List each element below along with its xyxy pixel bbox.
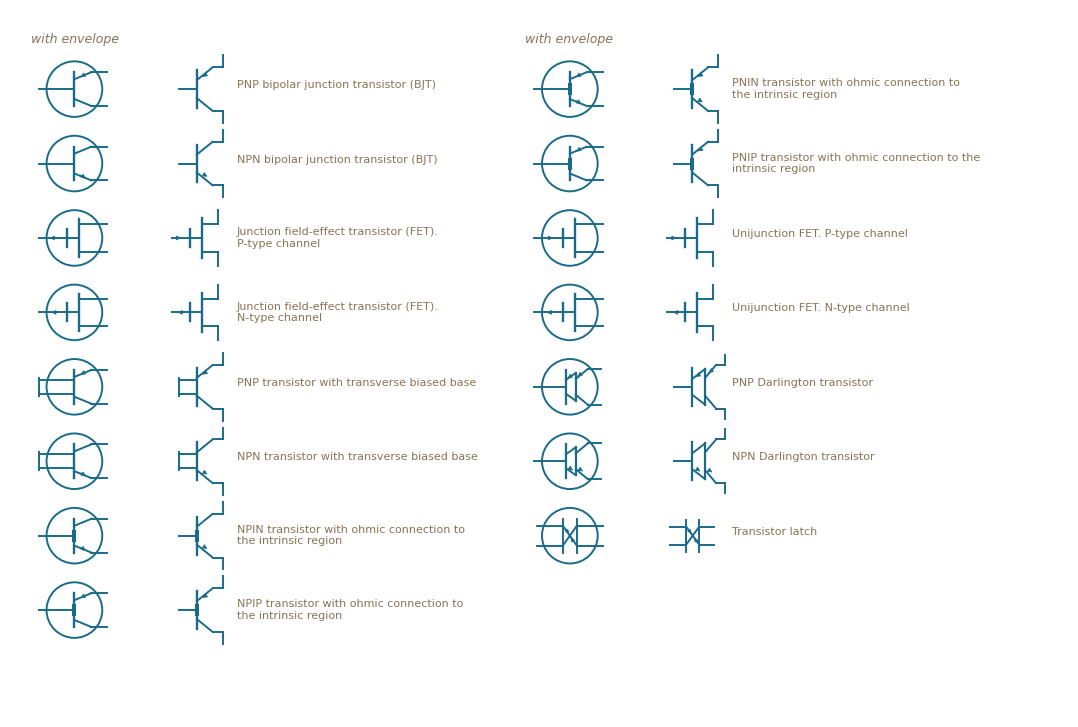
- Text: Unijunction FET. N-type channel: Unijunction FET. N-type channel: [732, 303, 910, 313]
- Text: PNP Darlington transistor: PNP Darlington transistor: [732, 378, 873, 387]
- Text: NPN transistor with transverse biased base: NPN transistor with transverse biased ba…: [236, 452, 478, 462]
- Text: Unijunction FET. P-type channel: Unijunction FET. P-type channel: [732, 229, 908, 239]
- Text: NPIP transistor with ohmic connection to
the intrinsic region: NPIP transistor with ohmic connection to…: [236, 599, 462, 621]
- Text: Junction field-effect transistor (FET).
N-type channel: Junction field-effect transistor (FET). …: [236, 302, 439, 324]
- Text: PNP bipolar junction transistor (BJT): PNP bipolar junction transistor (BJT): [236, 80, 436, 90]
- Text: Junction field-effect transistor (FET).
P-type channel: Junction field-effect transistor (FET). …: [236, 227, 439, 249]
- Text: PNP transistor with transverse biased base: PNP transistor with transverse biased ba…: [236, 378, 475, 387]
- Text: PNIP transistor with ohmic connection to the
intrinsic region: PNIP transistor with ohmic connection to…: [732, 153, 980, 174]
- Text: NPN bipolar junction transistor (BJT): NPN bipolar junction transistor (BJT): [236, 155, 438, 164]
- Text: with envelope: with envelope: [525, 33, 613, 46]
- Text: NPN Darlington transistor: NPN Darlington transistor: [732, 452, 874, 462]
- Text: with envelope: with envelope: [30, 33, 119, 46]
- Text: NPIN transistor with ohmic connection to
the intrinsic region: NPIN transistor with ohmic connection to…: [236, 525, 465, 547]
- Text: Transistor latch: Transistor latch: [732, 526, 817, 537]
- Text: PNIN transistor with ohmic connection to
the intrinsic region: PNIN transistor with ohmic connection to…: [732, 79, 960, 100]
